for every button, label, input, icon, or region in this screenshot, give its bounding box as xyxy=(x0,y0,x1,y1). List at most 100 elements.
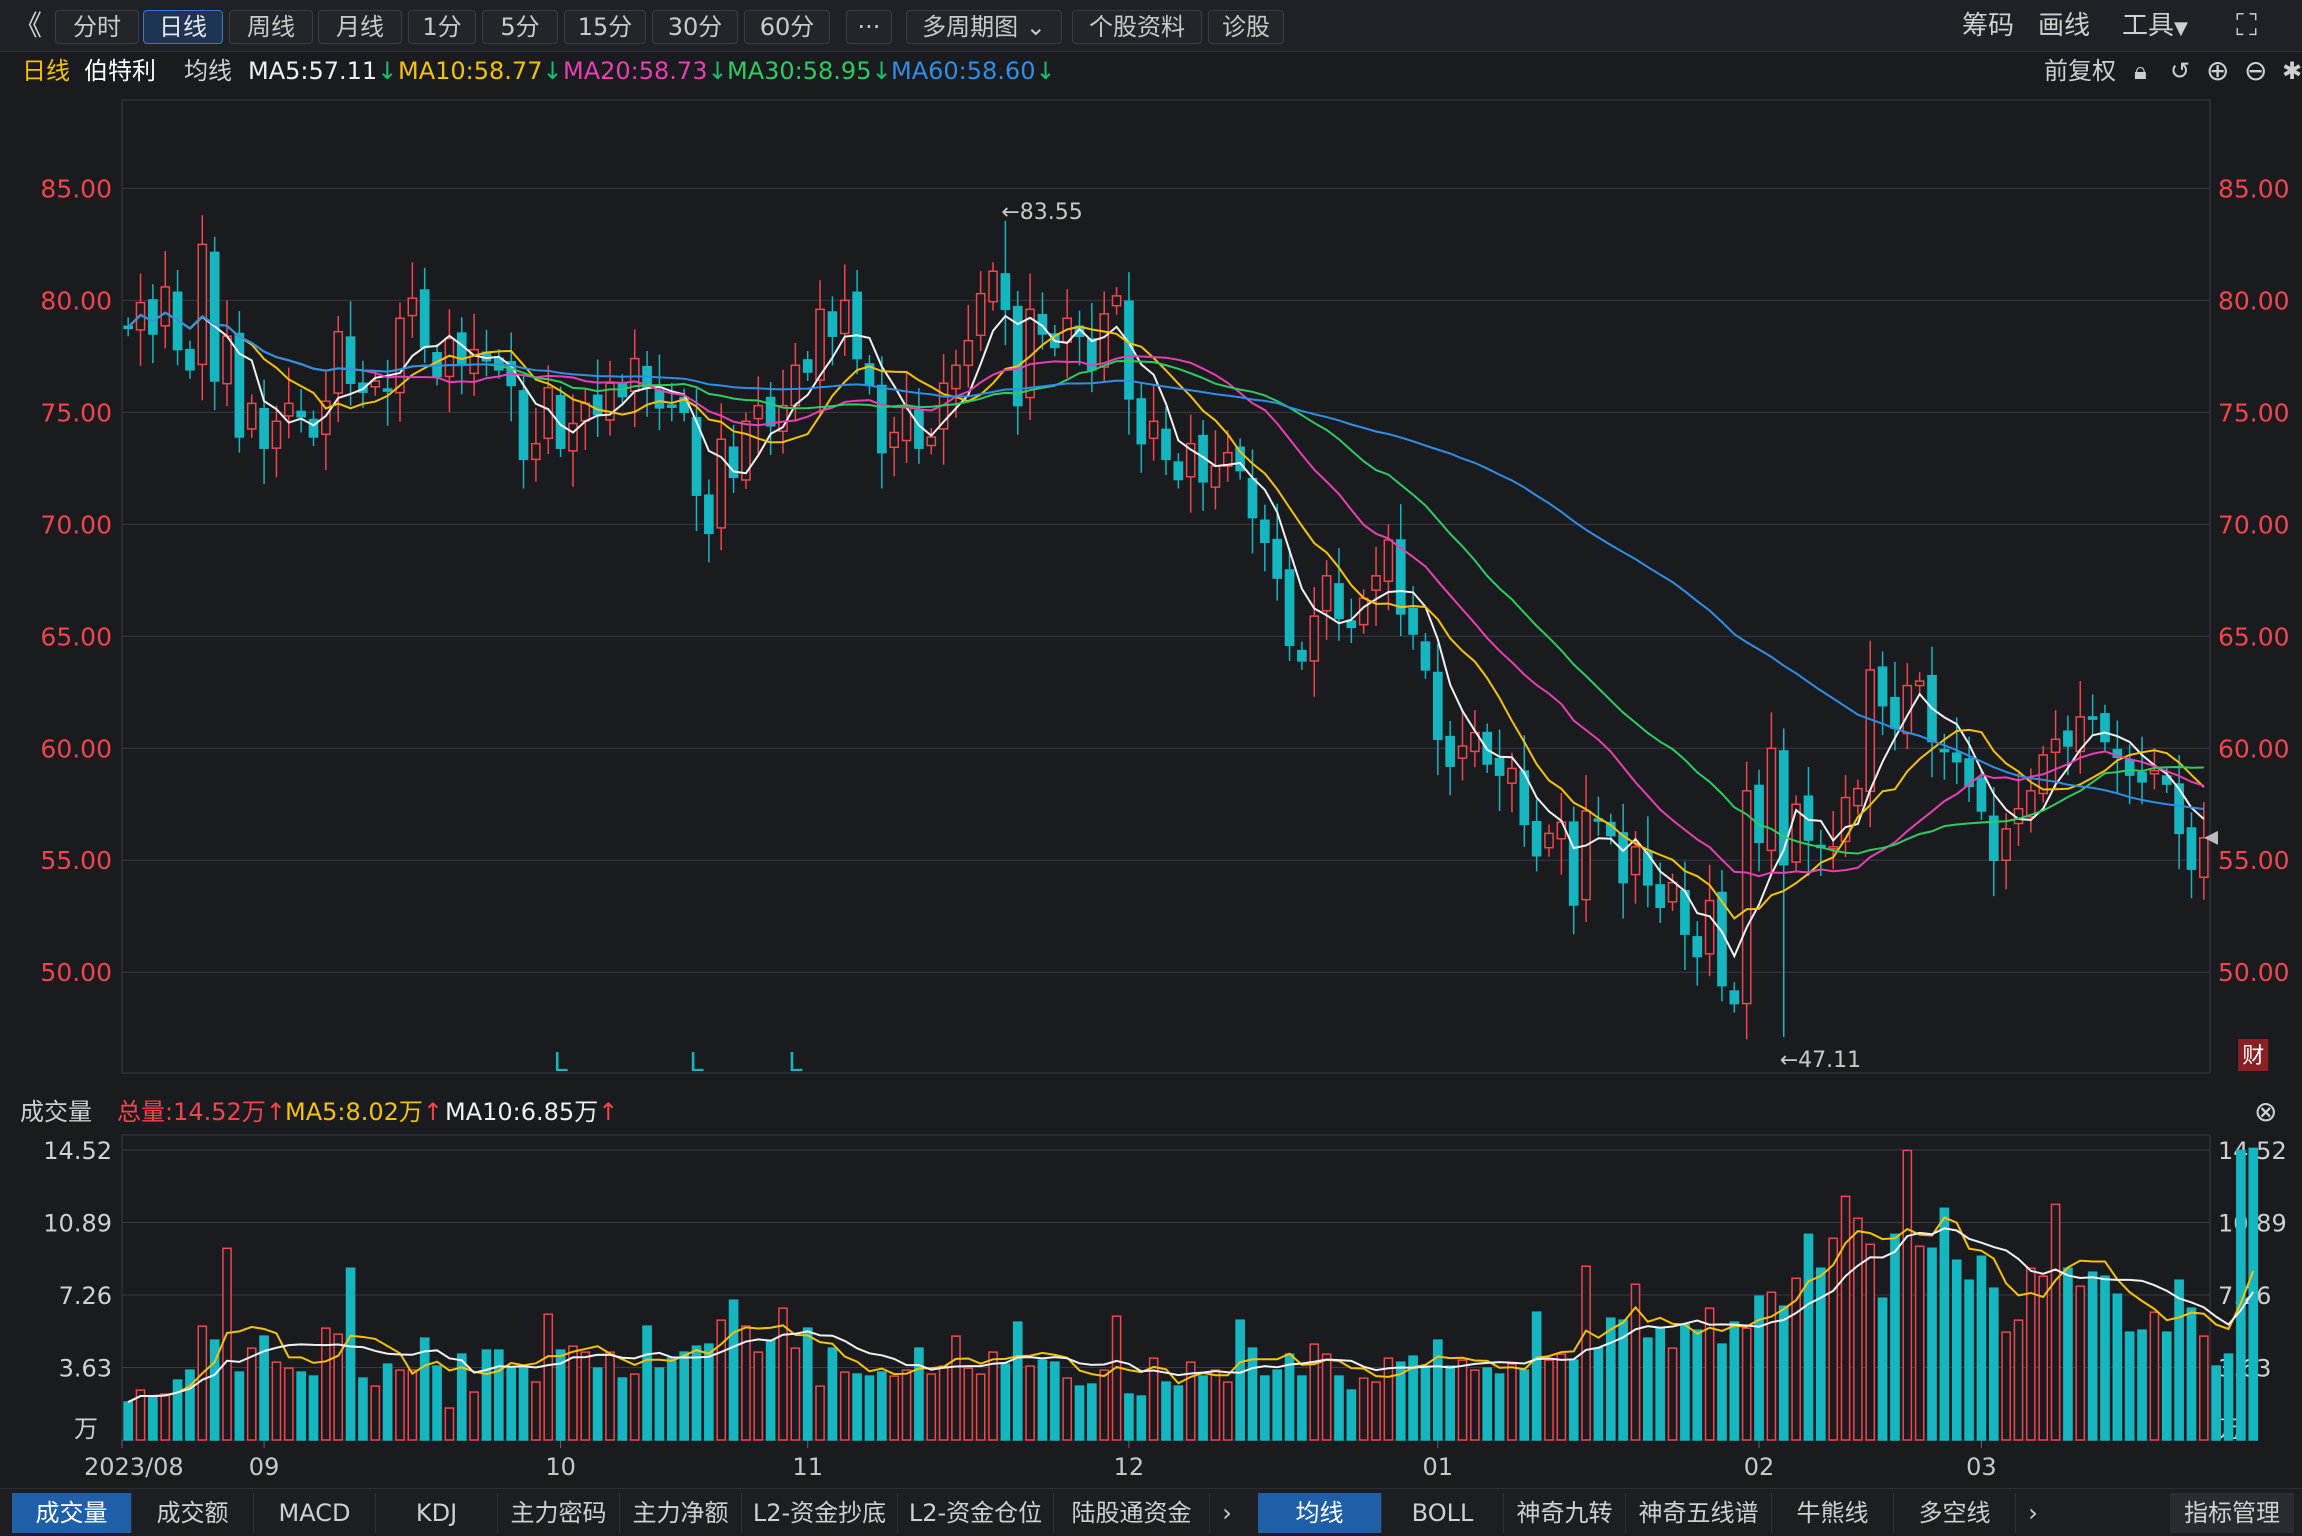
lock-icon[interactable]: 🔒︎ xyxy=(2134,57,2147,85)
volume-bar xyxy=(666,1357,677,1441)
volume-bar xyxy=(975,1373,986,1441)
tab-magic-nine[interactable]: 神奇九转 xyxy=(1504,1493,1626,1533)
volume-bar xyxy=(1284,1353,1295,1441)
chevron-right-icon[interactable]: › xyxy=(2028,1499,2038,1527)
volume-bar xyxy=(679,1351,689,1441)
candle-body xyxy=(1099,313,1110,368)
candle-body xyxy=(1334,583,1344,620)
candle-body xyxy=(741,420,751,481)
volume-bar xyxy=(469,1391,479,1441)
stock-info-button[interactable]: 个股资料 xyxy=(1072,10,1202,44)
volume-bar xyxy=(160,1393,171,1441)
zoom-in-icon[interactable]: ⊕ xyxy=(2206,54,2230,87)
double-chevron-left-icon[interactable]: 《 xyxy=(14,9,43,42)
candle-body xyxy=(1222,451,1233,467)
multi-period-dropdown[interactable]: 多周期图 ⌄ xyxy=(906,10,1062,44)
tools-button[interactable]: 工具▼ xyxy=(2122,10,2188,45)
fullscreen-icon[interactable]: ⛶ xyxy=(2236,8,2257,43)
candle-body xyxy=(1778,750,1789,866)
candle-body xyxy=(1457,745,1468,759)
tab-1min[interactable]: 1分 xyxy=(408,10,476,44)
chevron-right-icon[interactable]: › xyxy=(1222,1499,1232,1527)
tab-bull-bear[interactable]: 牛熊线 xyxy=(1772,1493,1894,1533)
volume-bar xyxy=(1358,1377,1369,1441)
tab-magic-five[interactable]: 神奇五线谱 xyxy=(1626,1493,1772,1533)
volume-unit-left: 万 xyxy=(74,1415,98,1443)
volume-bar xyxy=(1630,1283,1641,1441)
chips-button[interactable]: 筹码 xyxy=(1962,11,2015,41)
tab-macd[interactable]: MACD xyxy=(254,1493,376,1533)
candle-body xyxy=(815,308,825,381)
volume-bar xyxy=(963,1367,974,1441)
kline-chart[interactable]: 85.00 85.00 80.00 80.00 75.00 75.00 70.00 70.00… xyxy=(0,0,2302,1488)
volume-bar xyxy=(407,1369,418,1441)
volume-bar xyxy=(1890,1233,1900,1441)
finance-marker-bg xyxy=(2238,1039,2269,1071)
candle-body xyxy=(951,364,961,390)
zoom-out-icon[interactable]: ⊖ xyxy=(2244,54,2268,87)
draw-line-button[interactable]: 画线 xyxy=(2038,11,2091,41)
tab-boll[interactable]: BOLL xyxy=(1382,1493,1504,1533)
adjust-label[interactable]: 前复权 xyxy=(2044,57,2116,85)
stock-name: 伯特利 xyxy=(84,57,156,85)
volume-bar xyxy=(914,1347,924,1441)
tab-kdj[interactable]: KDJ xyxy=(376,1493,498,1533)
candle-body xyxy=(1766,747,1777,852)
more-icon[interactable]: ··· xyxy=(846,10,892,44)
volume-title[interactable]: 成交量 xyxy=(20,1098,92,1126)
volume-bar xyxy=(1383,1357,1394,1441)
volume-bar xyxy=(1519,1369,1530,1441)
tab-ma[interactable]: 均线 xyxy=(1258,1493,1382,1533)
price-annotation: ←83.55 xyxy=(1001,200,1082,225)
tab-30min[interactable]: 30分 xyxy=(652,10,738,44)
volume-tick-left: 7.26 xyxy=(59,1282,112,1310)
diagnose-button[interactable]: 诊股 xyxy=(1208,10,1284,44)
tab-turnover[interactable]: 成交额 xyxy=(132,1493,254,1533)
date-label: 11 xyxy=(792,1453,823,1481)
candle-body xyxy=(1840,796,1851,843)
volume-bar xyxy=(716,1319,727,1441)
multi-period-label: 多周期图 xyxy=(922,13,1019,41)
volume-bar xyxy=(2075,1285,2086,1441)
candle-body xyxy=(827,311,838,337)
tab-main-net[interactable]: 主力净额 xyxy=(620,1493,742,1533)
volume-bar xyxy=(1371,1381,1381,1441)
tab-fenshi[interactable]: 分时 xyxy=(55,10,139,44)
ma-line-ma20 xyxy=(127,311,2205,878)
candle-body xyxy=(1346,620,1357,629)
tab-weekly[interactable]: 周线 xyxy=(229,10,313,44)
volume-header: 成交量 总量:14.52万↑ MA5:8.02万↑ MA10:6.85万↑ ⊗ xyxy=(0,1093,2302,1131)
candle-body xyxy=(592,394,603,416)
tab-main-code[interactable]: 主力密码 xyxy=(498,1493,620,1533)
volume-bar xyxy=(246,1347,257,1441)
candle-body xyxy=(2174,783,2184,835)
volume-bar xyxy=(790,1347,801,1441)
tab-15min[interactable]: 15分 xyxy=(564,10,646,44)
tab-daily[interactable]: 日线 xyxy=(143,10,223,44)
period-label: 日线 xyxy=(22,57,70,85)
volume-bar xyxy=(1136,1395,1147,1441)
ma-label[interactable]: 均线 xyxy=(184,57,232,85)
undo-icon[interactable]: ↺ xyxy=(2170,57,2191,85)
volume-bar xyxy=(617,1377,628,1441)
candle-body xyxy=(1012,305,1023,407)
volume-bar xyxy=(938,1365,949,1441)
tab-long-short[interactable]: 多空线 xyxy=(1894,1493,2016,1533)
close-volume-icon[interactable]: ⊗ xyxy=(2254,1095,2278,1128)
candle-body xyxy=(1297,649,1307,662)
tab-l2-bottom[interactable]: L2-资金抄底 xyxy=(742,1493,898,1533)
tab-5min[interactable]: 5分 xyxy=(482,10,558,44)
tab-l2-position[interactable]: L2-资金仓位 xyxy=(898,1493,1054,1533)
volume-bar xyxy=(1185,1361,1196,1441)
volume-bar xyxy=(1099,1369,1110,1441)
candle-body xyxy=(1630,846,1641,876)
tab-volume[interactable]: 成交量 xyxy=(12,1493,132,1533)
tab-northbound[interactable]: 陆股通资金 xyxy=(1054,1493,1210,1533)
tab-60min[interactable]: 60分 xyxy=(744,10,830,44)
candle-body xyxy=(246,402,257,430)
settings-icon[interactable]: ✱ xyxy=(2282,57,2302,85)
volume-bar xyxy=(1334,1375,1344,1441)
tab-monthly[interactable]: 月线 xyxy=(318,10,402,44)
volume-bar xyxy=(1729,1321,1740,1441)
indicator-manage-button[interactable]: 指标管理 xyxy=(2170,1493,2294,1533)
